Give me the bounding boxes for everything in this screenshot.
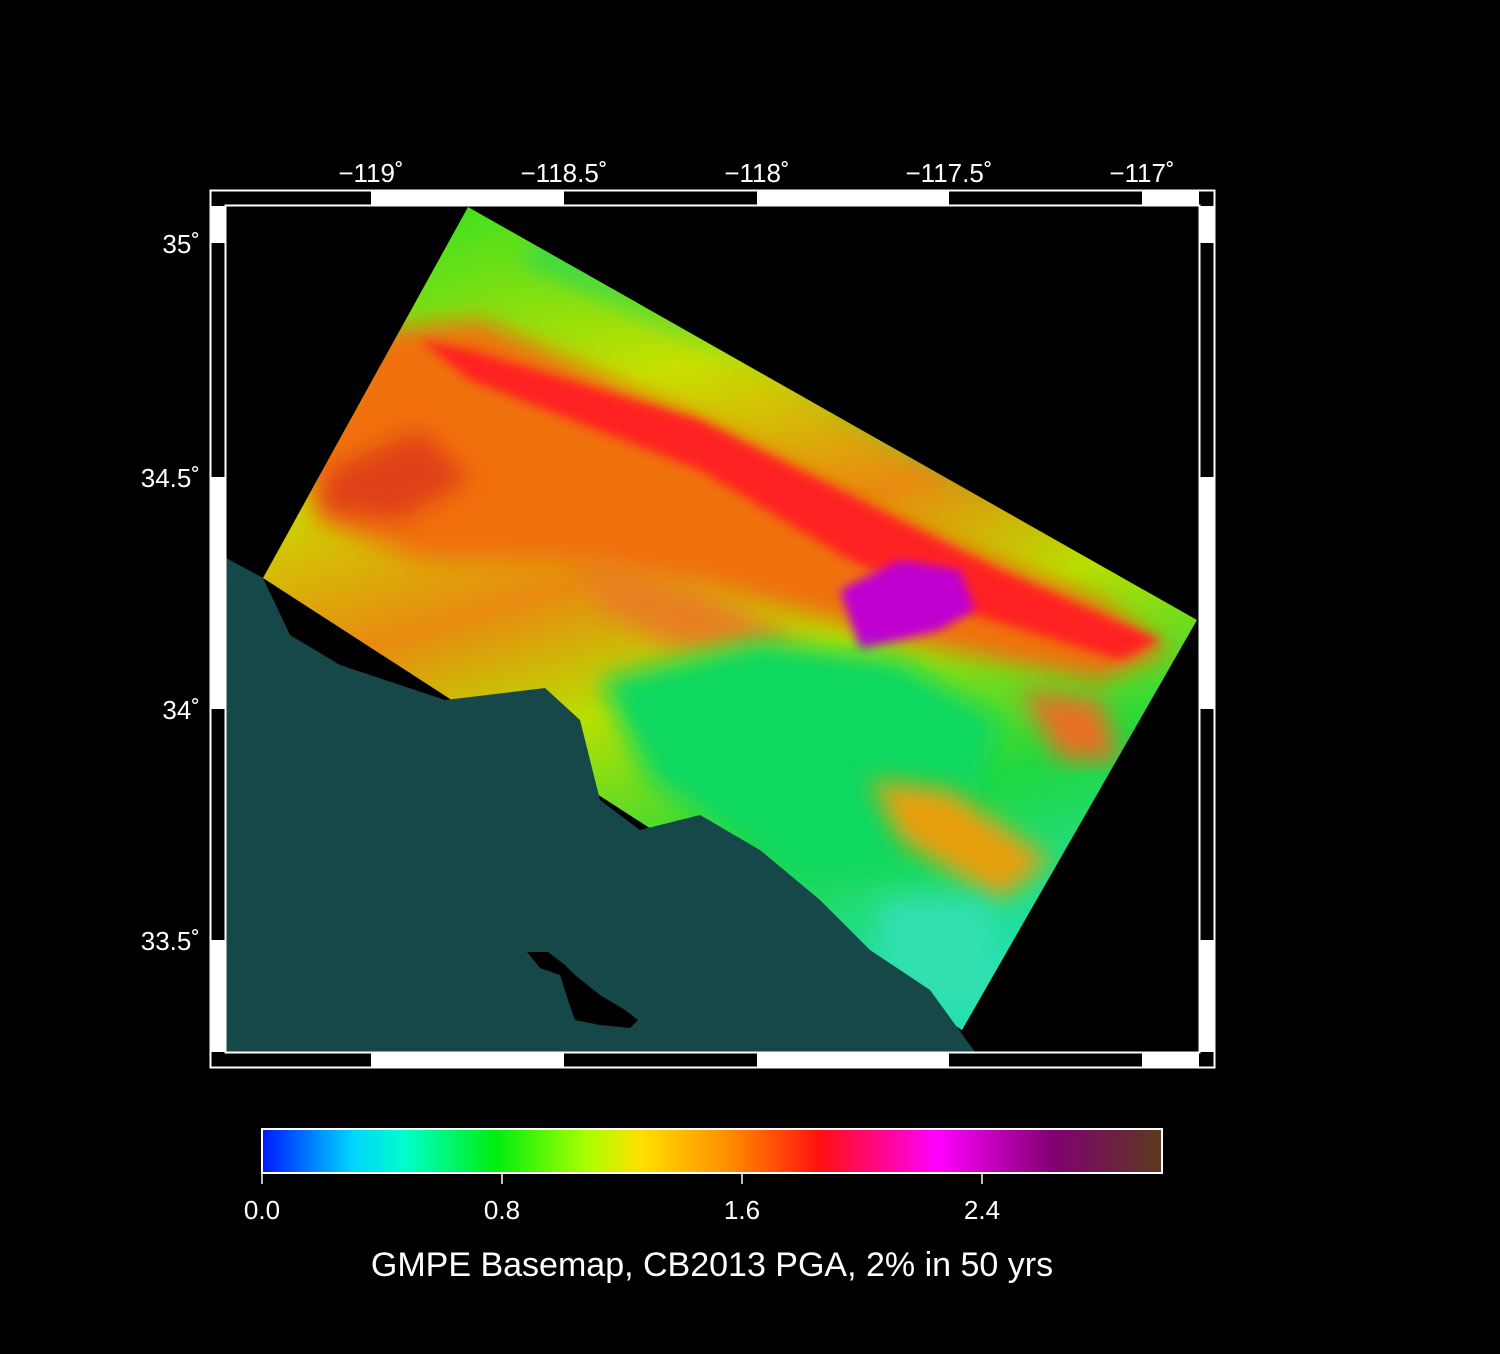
lat-tick-label: 33.5˚ <box>141 926 200 956</box>
santa-catalina-island <box>527 952 638 1028</box>
pga-raster <box>263 207 1197 1030</box>
colorbar <box>261 1128 1163 1184</box>
ocean <box>226 558 975 1052</box>
colorbar-tick-label: 1.6 <box>724 1195 760 1225</box>
lon-tick-label: −117˚ <box>1109 158 1174 188</box>
lat-tick-label: 34˚ <box>162 695 200 725</box>
lon-tick-label: −119˚ <box>338 158 403 188</box>
lon-tick-label: −118.5˚ <box>521 158 608 188</box>
lon-tick-label: −117.5˚ <box>906 158 993 188</box>
map-frame <box>209 189 1216 1069</box>
colorbar-tick-label: 0.8 <box>484 1195 520 1225</box>
lon-tick-label: −118˚ <box>724 158 789 188</box>
lat-tick-label: 34.5˚ <box>141 463 200 493</box>
colorbar-tick-label: 0.0 <box>244 1195 280 1225</box>
map-title: GMPE Basemap, CB2013 PGA, 2% in 50 yrs <box>371 1246 1053 1284</box>
lat-tick-label: 35˚ <box>162 229 200 259</box>
colorbar-tick-label: 2.4 <box>964 1195 1000 1225</box>
